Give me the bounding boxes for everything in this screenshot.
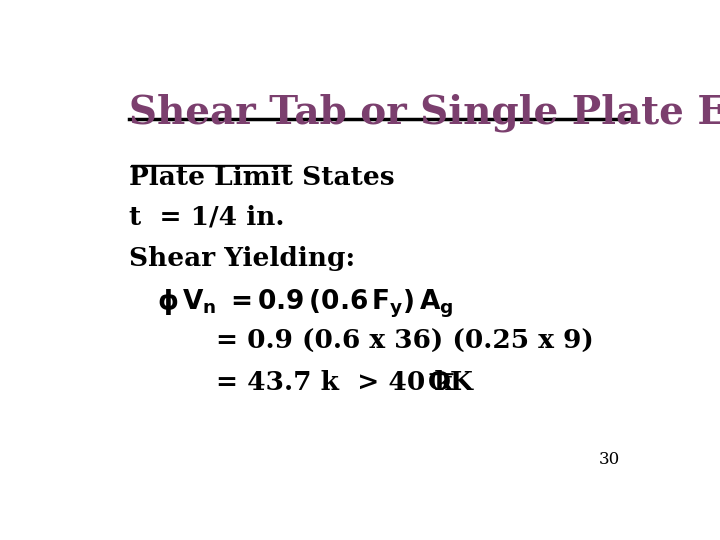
Text: Plate Limit States: Plate Limit States	[129, 165, 395, 190]
Text: OK: OK	[428, 370, 474, 395]
Text: $\mathbf{\phi\,V_n}$ $\mathbf{= 0.9\,(0.6\,F_y)\,A_g}$: $\mathbf{\phi\,V_n}$ $\mathbf{= 0.9\,(0.…	[157, 287, 454, 320]
Text: = 0.9 (0.6 x 36) (0.25 x 9): = 0.9 (0.6 x 36) (0.25 x 9)	[215, 329, 593, 354]
Text: = 43.7 k  > 40 k: = 43.7 k > 40 k	[215, 370, 462, 395]
Text: Shear Yielding:: Shear Yielding:	[129, 246, 355, 271]
Text: 30: 30	[599, 451, 620, 468]
Text: Shear Tab or Single Plate Example: Shear Tab or Single Plate Example	[129, 94, 720, 132]
Text: t  = 1/4 in.: t = 1/4 in.	[129, 204, 284, 229]
